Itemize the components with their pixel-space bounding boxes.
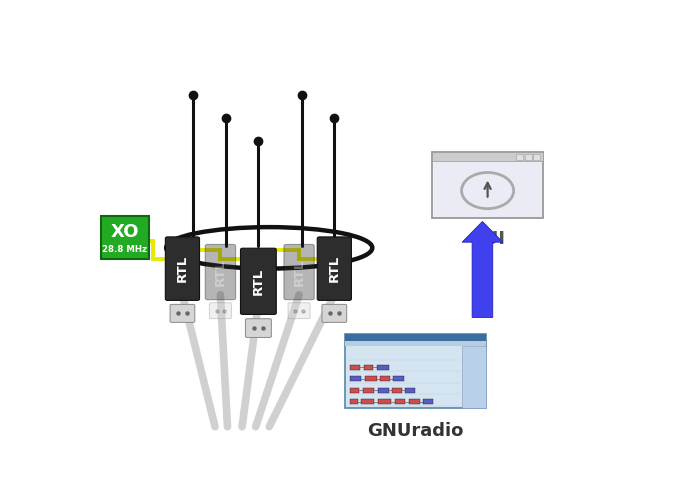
- Bar: [349, 388, 359, 393]
- Bar: [409, 399, 419, 404]
- Bar: [380, 376, 390, 381]
- Bar: [395, 399, 405, 404]
- Text: GUI: GUI: [469, 229, 505, 247]
- Bar: [349, 365, 360, 370]
- Bar: [378, 399, 391, 404]
- Bar: [433, 163, 542, 217]
- Bar: [405, 388, 414, 393]
- Text: GNUradio: GNUradio: [368, 421, 464, 439]
- FancyBboxPatch shape: [170, 305, 195, 323]
- Text: 28.8 MHz: 28.8 MHz: [102, 244, 148, 254]
- Bar: [516, 154, 523, 161]
- Bar: [345, 342, 486, 347]
- Text: RTL: RTL: [328, 254, 341, 282]
- FancyArrow shape: [462, 222, 503, 318]
- FancyBboxPatch shape: [288, 303, 310, 319]
- FancyBboxPatch shape: [246, 319, 272, 338]
- Bar: [349, 399, 358, 404]
- Bar: [463, 347, 486, 408]
- Bar: [101, 216, 149, 260]
- FancyBboxPatch shape: [322, 305, 346, 323]
- FancyBboxPatch shape: [284, 245, 314, 300]
- Bar: [361, 399, 374, 404]
- Text: RTL: RTL: [214, 258, 227, 285]
- Bar: [363, 388, 375, 393]
- Bar: [432, 152, 543, 162]
- Bar: [363, 365, 373, 370]
- Bar: [377, 365, 389, 370]
- Bar: [378, 388, 388, 393]
- Bar: [345, 335, 486, 342]
- Bar: [349, 376, 361, 381]
- FancyBboxPatch shape: [209, 303, 232, 319]
- FancyBboxPatch shape: [241, 249, 276, 315]
- Bar: [345, 335, 486, 408]
- FancyBboxPatch shape: [317, 238, 351, 301]
- Bar: [393, 376, 404, 381]
- Bar: [392, 388, 402, 393]
- Bar: [432, 152, 543, 218]
- Bar: [423, 399, 433, 404]
- Text: RTL: RTL: [293, 258, 306, 285]
- Bar: [365, 376, 377, 381]
- Bar: [533, 154, 540, 161]
- Bar: [525, 154, 532, 161]
- FancyBboxPatch shape: [165, 238, 199, 301]
- FancyBboxPatch shape: [205, 245, 236, 300]
- Text: RTL: RTL: [252, 267, 265, 294]
- Text: XO: XO: [111, 223, 139, 241]
- Text: RTL: RTL: [176, 254, 189, 282]
